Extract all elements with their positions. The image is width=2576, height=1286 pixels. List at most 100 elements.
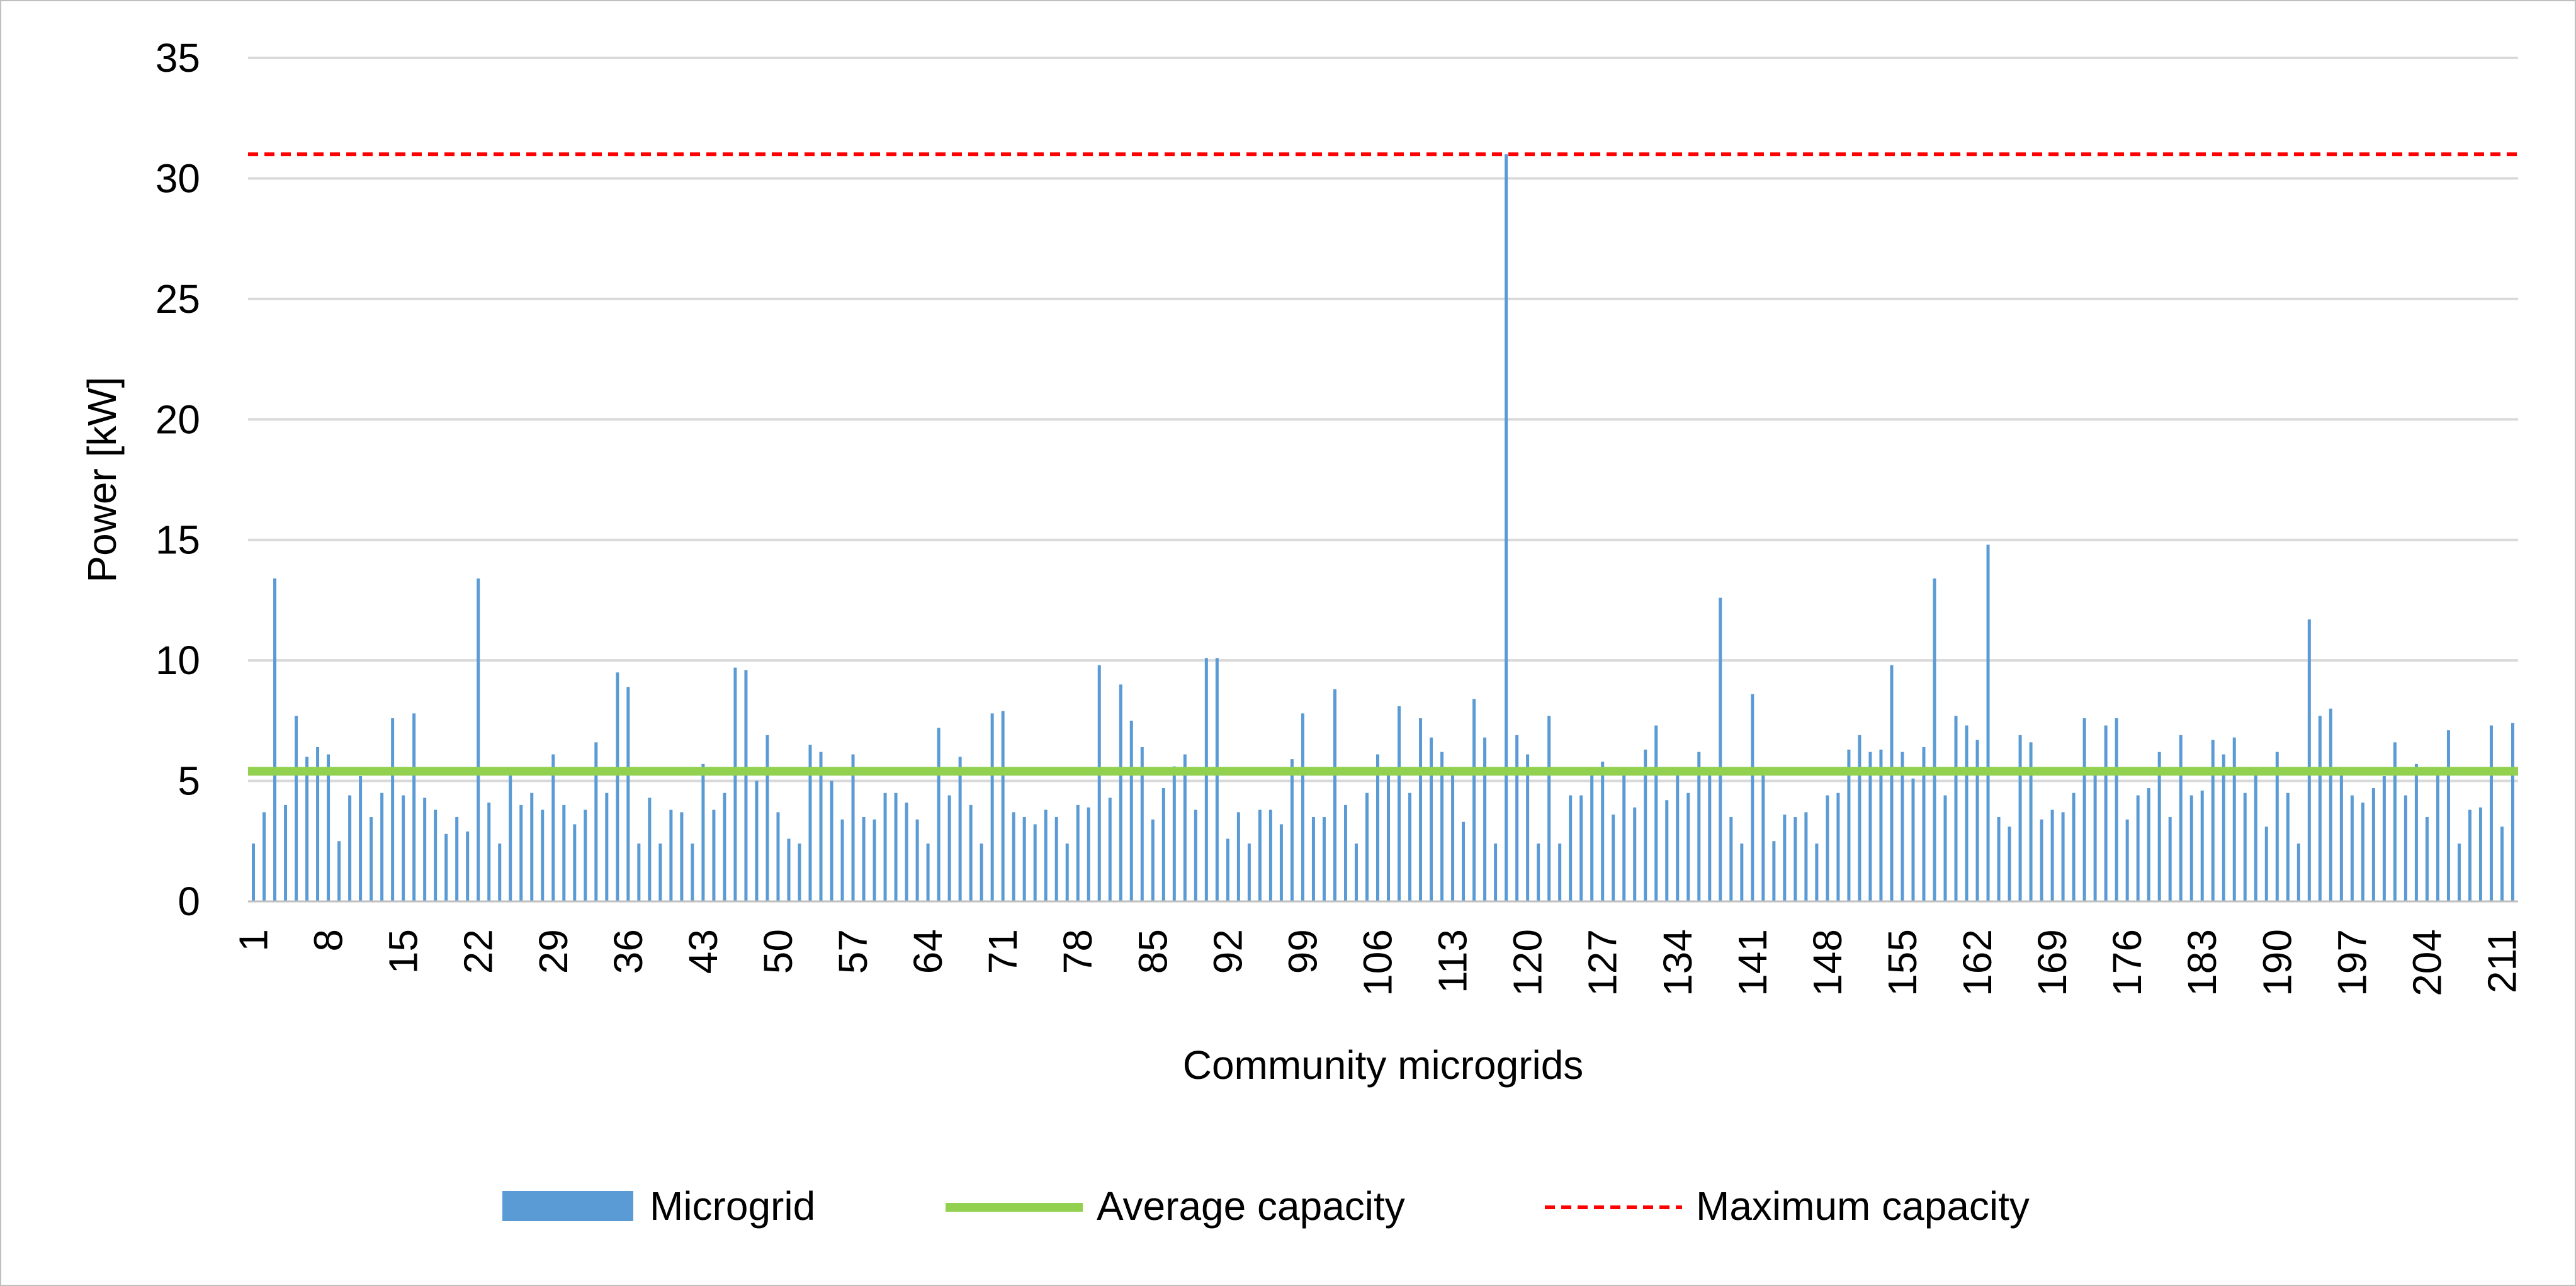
bar-microgrid-44 [712,809,716,901]
bar-microgrid-34 [605,792,609,901]
x-tick-label-71: 71 [980,929,1025,974]
bar-microgrid-149 [1836,792,1840,901]
bar-microgrid-159 [1943,795,1947,901]
bar-microgrid-14 [391,718,395,901]
x-tick-label-1: 1 [231,929,276,952]
bar-microgrid-87 [1172,766,1176,901]
y-tick-label-5: 5 [178,759,200,804]
bar-microgrid-16 [412,713,416,901]
bar-microgrid-141 [1751,694,1754,901]
x-tick-label-43: 43 [681,929,726,974]
bar-microgrid-133 [1665,800,1669,901]
bar-microgrid-112 [1440,752,1444,901]
bar-microgrid-107 [1387,771,1391,901]
bar-microgrid-68 [969,804,973,901]
x-tick-label-155: 155 [1880,929,1925,996]
bar-microgrid-182 [2189,795,2193,901]
x-tick-label-36: 36 [606,929,651,974]
bar-microgrid-86 [1161,788,1165,901]
bar-microgrid-121 [1537,843,1540,901]
bar-microgrid-101 [1322,817,1326,901]
bar-microgrid-11 [359,776,363,901]
bar-microgrid-152 [1868,752,1872,901]
bar-microgrid-154 [1890,665,1894,901]
bar-microgrid-51 [787,838,791,901]
x-tick-label-29: 29 [531,929,576,974]
bar-microgrid-196 [2339,771,2343,901]
bar-microgrid-185 [2222,754,2225,901]
bar-microgrid-204 [2425,817,2429,901]
legend-label-microgrid: Microgrid [650,1183,815,1229]
bar-microgrid-23 [487,803,491,901]
bar-microgrid-128 [1612,815,1615,901]
bar-microgrid-208 [2468,809,2471,901]
bar-microgrid-190 [2275,752,2279,901]
x-tick-label-211: 211 [2479,929,2524,993]
x-tick-label-113: 113 [1430,929,1476,993]
x-tick-label-64: 64 [905,929,951,974]
bar-microgrid-104 [1354,843,1358,901]
bar-microgrid-93 [1236,812,1240,901]
bar-microgrid-83 [1129,720,1133,901]
bar-microgrid-132 [1654,725,1658,901]
x-tick-label-92: 92 [1205,929,1250,974]
bar-microgrid-153 [1879,749,1883,901]
bar-microgrid-155 [1901,752,1904,901]
y-tick-label-20: 20 [155,397,200,442]
y-tick-label-30: 30 [155,155,200,201]
bar-microgrid-176 [2125,819,2129,901]
bar-microgrid-97 [1279,824,1283,901]
bar-microgrid-99 [1301,713,1304,901]
bar-microgrid-27 [530,792,534,901]
bar-microgrid-6 [305,757,309,901]
bar-microgrid-29 [551,754,555,901]
x-tick-label-204: 204 [2404,929,2449,996]
bar-microgrid-212 [2511,723,2514,901]
bar-microgrid-72 [1012,812,1015,901]
bar-microgrid-205 [2436,771,2439,901]
bar-microgrid-173 [2093,771,2097,901]
bar-microgrid-200 [2382,776,2386,901]
bar-microgrid-70 [990,713,994,901]
bar-microgrid-33 [594,742,598,901]
x-tick-label-190: 190 [2254,929,2300,996]
bar-microgrid-146 [1804,812,1808,901]
bar-microgrid-179 [2157,752,2161,901]
bar-microgrid-81 [1108,798,1112,901]
bar-microgrid-31 [573,824,577,901]
bar-microgrid-82 [1119,684,1122,901]
bar-microgrid-74 [1033,824,1037,901]
bar-microgrid-114 [1462,821,1466,901]
bar-microgrid-59 [873,819,876,901]
bar-microgrid-145 [1794,817,1797,901]
bar-microgrid-144 [1783,815,1787,901]
bar-microgrid-98 [1290,759,1294,901]
bar-microgrid-150 [1847,749,1851,901]
legend-item-maximum-capacity: Maximum capacity [1545,1183,2030,1229]
bar-microgrid-2 [263,812,266,901]
x-tick-label-120: 120 [1505,929,1551,996]
x-tick-label-15: 15 [381,929,426,974]
bar-microgrid-118 [1505,154,1508,902]
bar-microgrid-18 [434,809,438,901]
x-axis-label: Community microgrids [1183,1042,1584,1088]
x-tick-label-99: 99 [1280,929,1325,974]
bar-microgrid-42 [691,843,694,901]
bar-microgrid-45 [723,792,726,901]
bar-microgrid-191 [2286,792,2290,901]
bar-microgrid-62 [905,803,908,901]
bar-microgrid-181 [2179,735,2183,901]
bar-microgrid-125 [1579,795,1583,901]
bar-microgrid-77 [1065,843,1069,901]
bar-microgrid-37 [637,843,641,901]
x-axis-tick-labels: 1 8 15 22 29 36 43 50 57 64 71 78 85 92 99 106 113 120 127… [231,929,2525,996]
bar-microgrid-79 [1087,807,1090,901]
bar-microgrid-163 [1986,544,1990,901]
bar-microgrid-19 [444,833,448,901]
bar-microgrid-76 [1054,817,1058,901]
bar-microgrid-41 [680,812,684,901]
bar-microgrid-136 [1697,752,1701,901]
bar-microgrid-46 [733,667,737,901]
bar-microgrid-167 [2029,742,2033,901]
